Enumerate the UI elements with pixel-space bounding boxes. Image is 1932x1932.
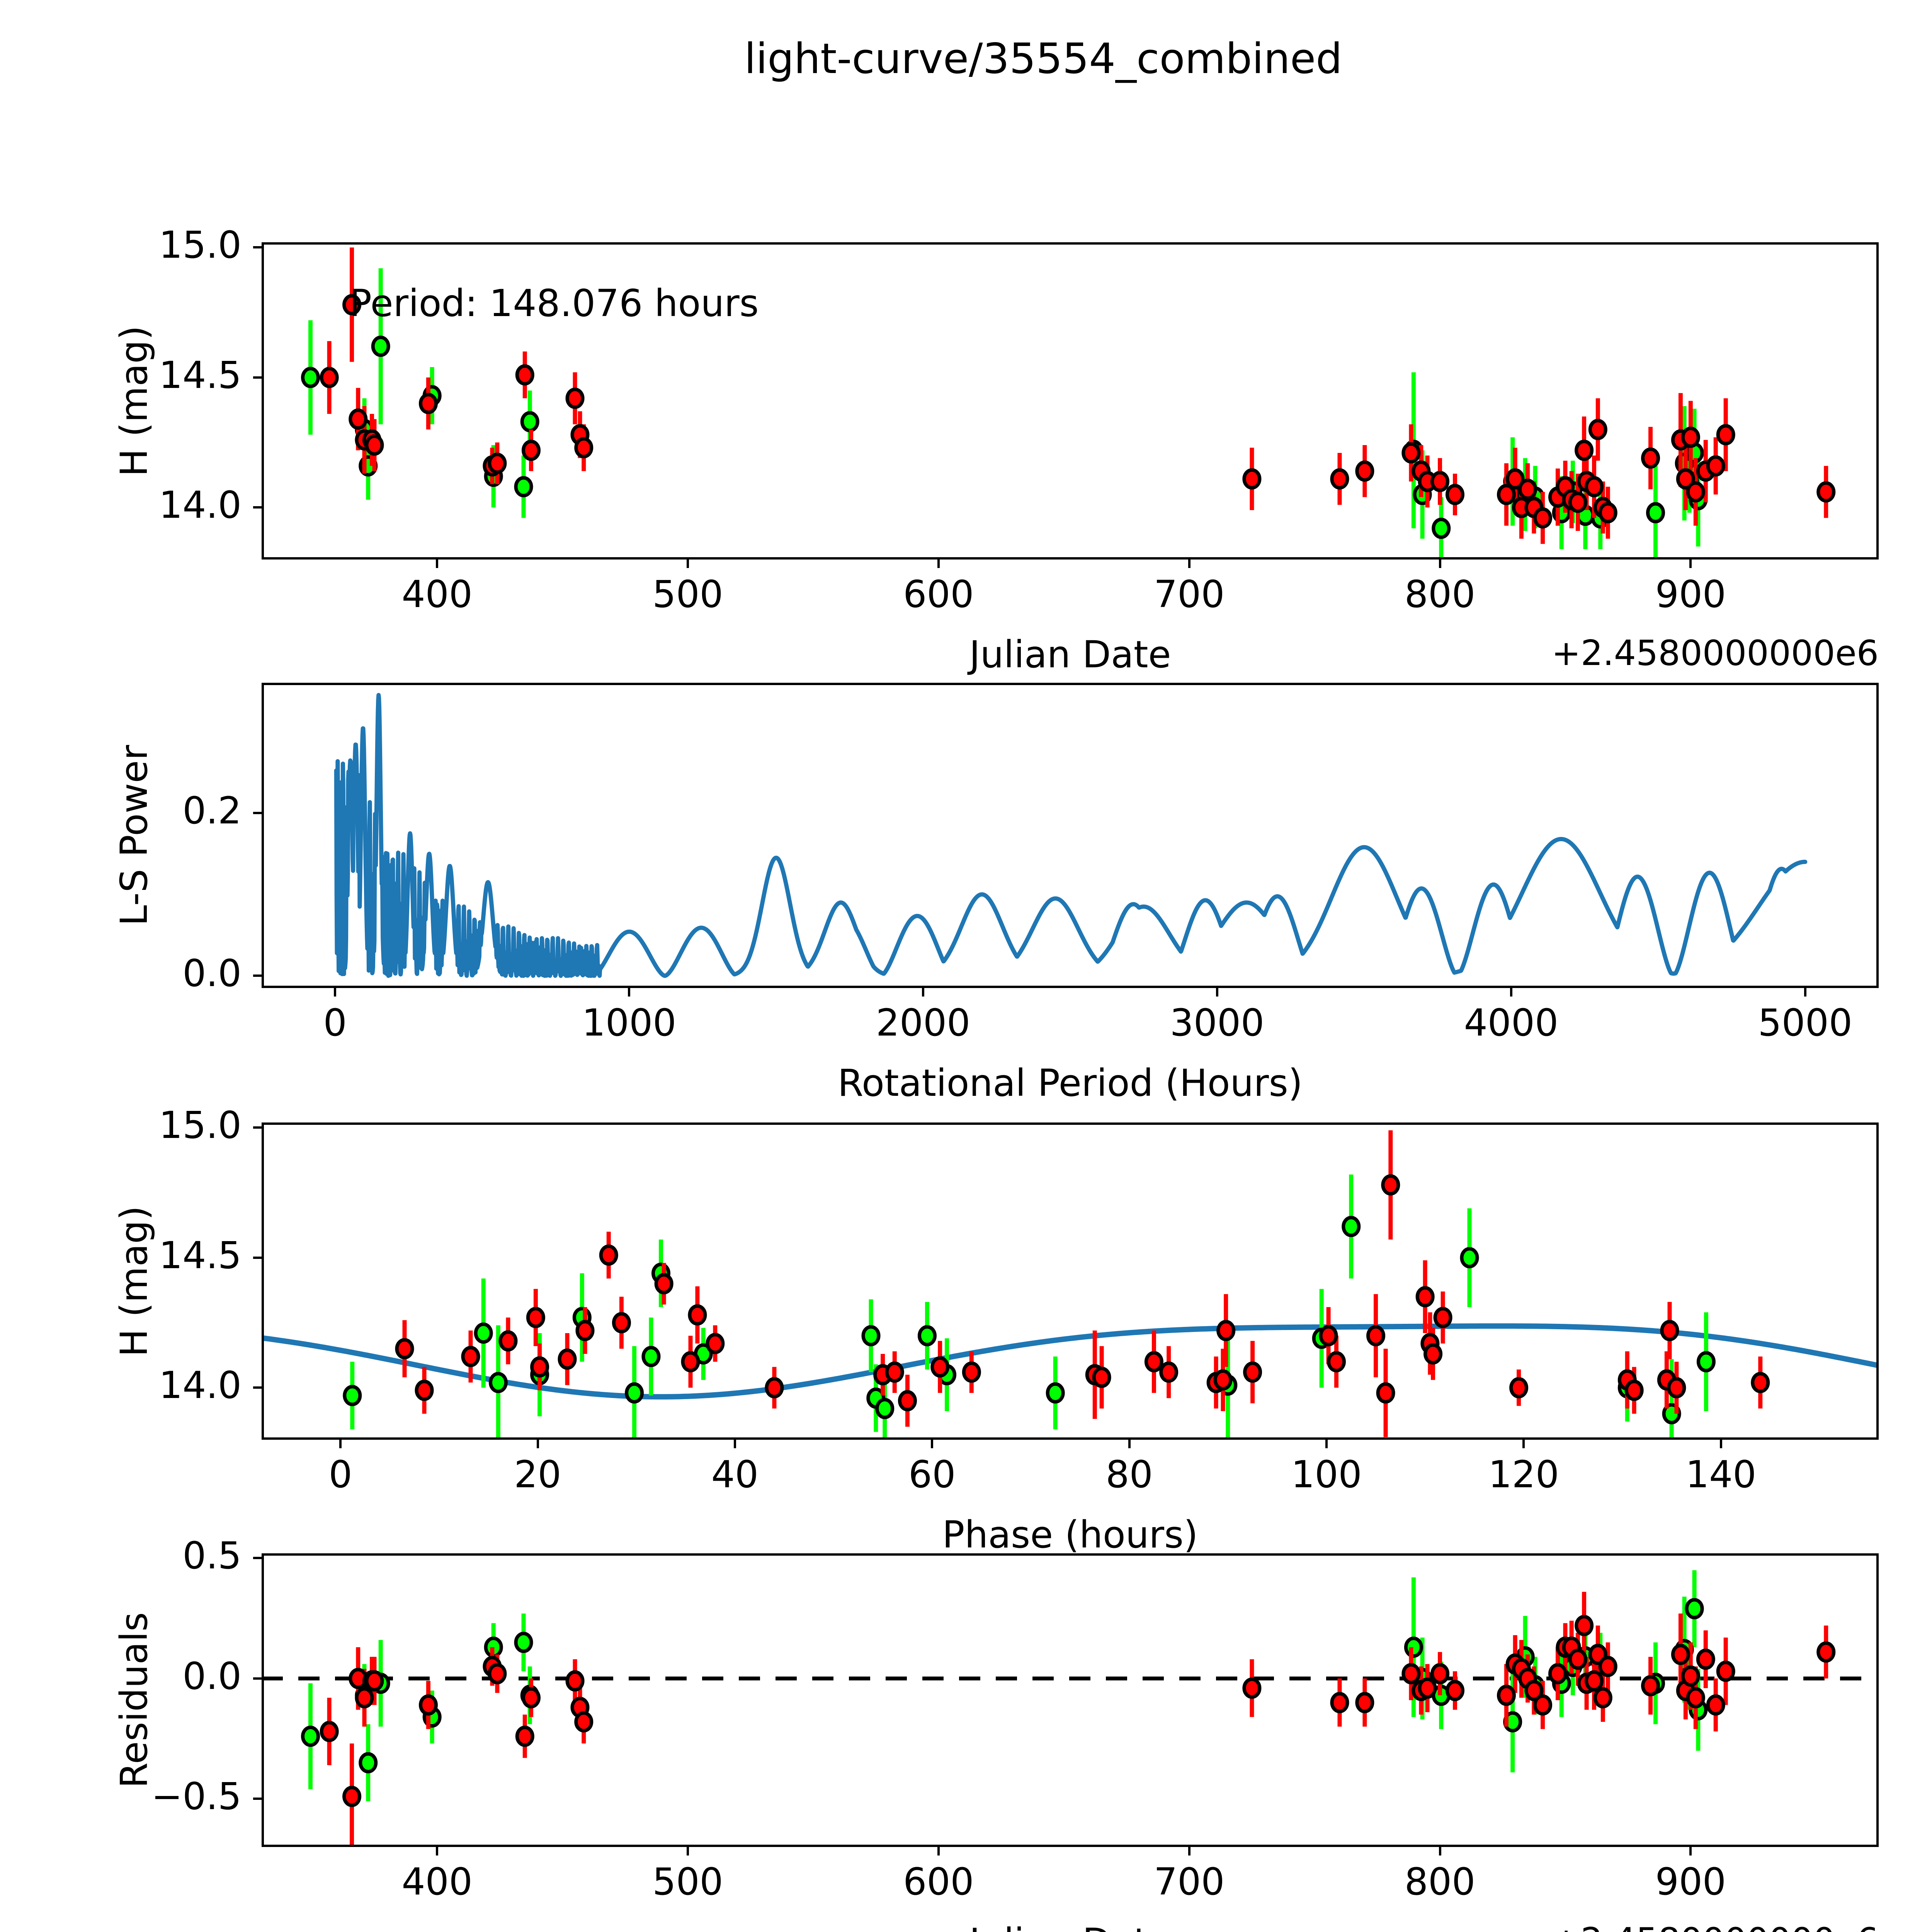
- series-red-band: [395, 1130, 1770, 1437]
- x-tick-label: 100: [1291, 1453, 1362, 1496]
- x-tick-label: 20: [514, 1453, 561, 1496]
- y-tick-mark: [253, 1677, 262, 1680]
- x-tick-mark: [733, 1440, 736, 1448]
- y-tick-mark: [253, 506, 262, 509]
- y-axis-label: Residuals: [112, 1612, 156, 1788]
- panel-residuals: [262, 1553, 1879, 1847]
- x-tick-mark: [937, 560, 940, 568]
- x-tick-label: 700: [1154, 573, 1225, 616]
- x-tick-mark: [339, 1440, 342, 1448]
- x-tick-mark: [687, 560, 689, 568]
- x-tick-mark: [334, 988, 337, 997]
- x-tick-mark: [1719, 1440, 1722, 1448]
- x-tick-label: 500: [652, 573, 723, 616]
- series-red-band: [320, 247, 1836, 544]
- x-tick-mark: [922, 988, 925, 997]
- x-tick-mark: [536, 1440, 539, 1448]
- figure-title: light-curve/35554_combined: [744, 35, 1342, 83]
- lightcurve-plot-area: [301, 247, 1836, 560]
- x-tick-label: 800: [1404, 1860, 1476, 1903]
- x-tick-mark: [1325, 1440, 1328, 1448]
- x-axis-label: Rotational Period (Hours): [837, 1061, 1303, 1105]
- y-tick-label: 15.0: [159, 1104, 242, 1147]
- series-red-band: [320, 1592, 1836, 1847]
- x-tick-label: 60: [908, 1453, 956, 1496]
- y-tick-label: 0.0: [182, 1654, 242, 1698]
- x-tick-mark: [1216, 988, 1218, 997]
- y-tick-mark: [253, 1557, 262, 1560]
- x-tick-mark: [436, 560, 439, 568]
- x-tick-label: 4000: [1464, 1001, 1559, 1044]
- y-tick-mark: [253, 246, 262, 249]
- x-axis-offset-text: +2.4580000000e6: [1454, 1920, 1879, 1932]
- y-tick-label: 14.5: [159, 353, 242, 397]
- x-tick-mark: [1522, 1440, 1525, 1448]
- series-green-band: [301, 1570, 1708, 1801]
- x-tick-label: 3000: [1170, 1001, 1265, 1044]
- x-tick-label: 800: [1404, 573, 1476, 616]
- x-tick-mark: [937, 1847, 940, 1855]
- x-tick-mark: [1804, 988, 1806, 997]
- x-tick-label: 80: [1105, 1453, 1153, 1496]
- x-tick-mark: [1439, 1847, 1441, 1855]
- y-tick-label: 14.5: [159, 1233, 242, 1277]
- periodogram-plot-area: [334, 693, 1808, 978]
- x-tick-label: 2000: [876, 1001, 971, 1044]
- x-tick-mark: [1689, 560, 1692, 568]
- y-tick-label: 15.0: [159, 223, 242, 267]
- x-tick-label: 600: [903, 573, 974, 616]
- y-tick-mark: [253, 1126, 262, 1129]
- y-tick-mark: [253, 1386, 262, 1389]
- y-axis-label: H (mag): [112, 325, 156, 476]
- y-tick-mark: [253, 975, 262, 977]
- x-tick-mark: [628, 988, 631, 997]
- x-tick-mark: [931, 1440, 934, 1448]
- phase-plot-area: [262, 1130, 1879, 1440]
- panel-periodogram: [262, 683, 1879, 988]
- x-tick-label: 1000: [582, 1001, 677, 1044]
- x-tick-label: 140: [1685, 1453, 1757, 1496]
- y-tick-mark: [253, 1256, 262, 1259]
- y-tick-label: 14.0: [159, 483, 242, 527]
- x-tick-label: 600: [903, 1860, 974, 1903]
- y-tick-label: 0.2: [182, 789, 242, 833]
- x-tick-label: 0: [323, 1001, 347, 1044]
- y-tick-mark: [253, 376, 262, 379]
- y-axis-label: L-S Power: [112, 745, 156, 926]
- x-tick-mark: [687, 1847, 689, 1855]
- x-tick-mark: [1510, 988, 1512, 997]
- panel-phase: [262, 1122, 1879, 1440]
- series-green-band: [343, 1174, 1716, 1440]
- x-tick-label: 5000: [1758, 1001, 1852, 1044]
- y-axis-label: H (mag): [112, 1206, 156, 1357]
- x-tick-mark: [1439, 560, 1441, 568]
- y-tick-mark: [253, 812, 262, 815]
- x-axis-label: Julian Date: [262, 1920, 1879, 1932]
- y-tick-label: 0.5: [182, 1534, 242, 1578]
- x-axis-offset-text: +2.4580000000e6: [1551, 633, 1879, 673]
- x-tick-mark: [436, 1847, 439, 1855]
- x-tick-label: 900: [1655, 1860, 1726, 1903]
- x-tick-label: 500: [652, 1860, 723, 1903]
- period-annotation: Period: 148.076 hours: [349, 281, 759, 325]
- x-axis-label: Phase (hours): [942, 1513, 1198, 1556]
- x-tick-label: 400: [401, 573, 473, 616]
- x-tick-label: 40: [711, 1453, 759, 1496]
- y-tick-mark: [253, 1798, 262, 1800]
- x-tick-label: 120: [1488, 1453, 1559, 1496]
- x-axis-label: Julian Date: [969, 633, 1171, 676]
- y-tick-label: 0.0: [182, 952, 242, 995]
- x-tick-label: 900: [1655, 573, 1726, 616]
- x-tick-mark: [1188, 1847, 1190, 1855]
- x-tick-mark: [1128, 1440, 1131, 1448]
- x-tick-mark: [1188, 560, 1190, 568]
- residuals-plot-area: [262, 1570, 1879, 1847]
- x-tick-label: 700: [1154, 1860, 1225, 1903]
- x-tick-mark: [1689, 1847, 1692, 1855]
- x-tick-label: 400: [401, 1860, 473, 1903]
- x-tick-label: 0: [328, 1453, 352, 1496]
- y-tick-label: −0.5: [151, 1775, 242, 1818]
- y-tick-label: 14.0: [159, 1364, 242, 1407]
